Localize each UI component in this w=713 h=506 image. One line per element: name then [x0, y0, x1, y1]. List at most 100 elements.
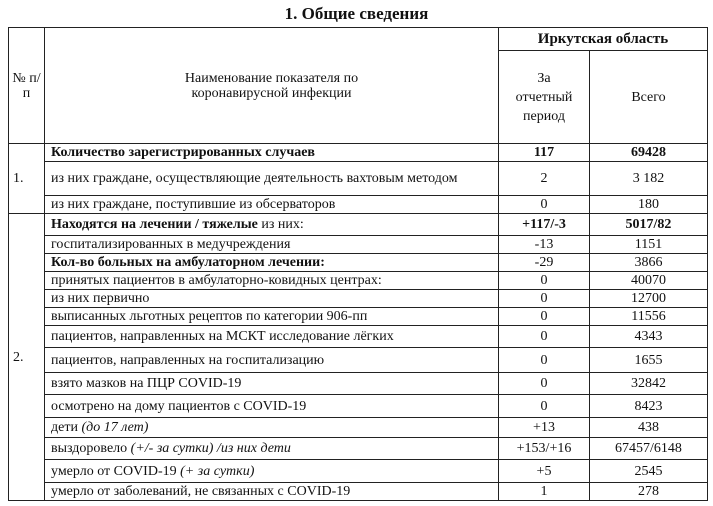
header-indicator-name-text: Наименование показателя по коронавирусно… [184, 70, 359, 101]
total-value: 3 182 [589, 161, 708, 196]
header-indicator-name: Наименование показателя по коронавирусно… [44, 27, 499, 144]
indicator-name-part: из них первично [51, 291, 150, 306]
indicator-name: выздоровело (+/- за сутки) /из них дети [44, 437, 499, 460]
header-period-text: За отчетный период [515, 70, 573, 124]
total-value: 1655 [589, 347, 708, 373]
indicator-name: пациентов, направленных на МСКТ исследов… [44, 325, 499, 348]
indicator-name-part: Кол-во больных на амбулаторном лечении: [51, 255, 325, 270]
indicator-name: Кол-во больных на амбулаторном лечении: [44, 253, 499, 272]
total-value: 4343 [589, 325, 708, 348]
table-body: 1. Количество зарегистрированных случаев 1… [8, 143, 708, 501]
indicator-name: из них граждане, поступившие из обсерват… [44, 195, 499, 214]
indicator-name-part: дети [51, 420, 82, 435]
table-row: пациентов, направленных на МСКТ исследов… [9, 325, 708, 348]
total-value: 67457/6148 [589, 437, 708, 460]
indicator-name-part: (+/- за сутки) /из них дети [130, 441, 291, 456]
indicator-name: взято мазков на ПЦР COVID-19 [44, 372, 499, 395]
total-value: 1151 [589, 235, 708, 254]
period-value: -29 [498, 253, 590, 272]
table-row: 1. Количество зарегистрированных случаев 1… [8, 143, 708, 214]
header-period: За отчетный период [498, 50, 590, 144]
table-row: из них граждане, поступившие из обсерват… [9, 195, 708, 214]
indicator-name: госпитализированных в медучреждения [44, 235, 499, 254]
total-value: 2545 [589, 459, 708, 483]
indicator-name-part: (до 17 лет) [81, 420, 149, 435]
total-value: 438 [589, 417, 708, 438]
period-value: 117 [498, 143, 590, 162]
indicator-name-part: пациентов, направленных на госпитализаци… [51, 352, 325, 368]
indicator-name: Находятся на лечении / тяжелые из них: [44, 213, 499, 236]
header-total: Всего [589, 50, 708, 144]
table-row: выписанных льготных рецептов по категори… [9, 307, 708, 326]
total-value: 5017/82 [589, 213, 708, 236]
indicator-name-part: выписанных льготных рецептов по категори… [51, 309, 368, 324]
table-row: дети (до 17 лет) +13 438 [9, 417, 708, 438]
total-value: 32842 [589, 372, 708, 395]
table-row: 2. Находятся на лечении / тяжелые из них:… [8, 213, 708, 501]
period-value: 0 [498, 325, 590, 348]
table-row: взято мазков на ПЦР COVID-19 0 32842 [9, 372, 708, 395]
indicator-name-part: из них граждане, осуществляющие деятельн… [51, 171, 458, 186]
indicator-name-part: госпитализированных в медучреждения [51, 237, 291, 252]
period-value: 0 [498, 195, 590, 214]
table-row: умерло от заболеваний, не связанных с CO… [9, 482, 708, 501]
indicator-name-part: умерло от COVID-19 [51, 463, 181, 479]
indicator-name: пациентов, направленных на госпитализаци… [44, 347, 499, 373]
total-value: 8423 [589, 394, 708, 418]
period-value: 1 [498, 482, 590, 501]
total-value: 278 [589, 482, 708, 501]
indicator-name-part: умерло от заболеваний, не связанных с CO… [51, 484, 351, 499]
total-value: 12700 [589, 289, 708, 308]
table-row: принятых пациентов в амбулаторно-ковидны… [9, 271, 708, 290]
header-region: Иркутская область [498, 27, 708, 51]
indicator-name: из них граждане, осуществляющие деятельн… [44, 161, 499, 196]
total-value: 11556 [589, 307, 708, 326]
table-row: умерло от COVID-19 (+ за сутки) +5 2545 [9, 459, 708, 483]
row-number: 1. [8, 143, 45, 214]
period-value: 2 [498, 161, 590, 196]
table-row: госпитализированных в медучреждения -13 11… [9, 235, 708, 254]
header-number: № п/п [8, 27, 45, 144]
period-value: -13 [498, 235, 590, 254]
period-value: 0 [498, 394, 590, 418]
indicator-name: умерло от COVID-19 (+ за сутки) [44, 459, 499, 483]
indicator-name-part: взято мазков на ПЦР COVID-19 [51, 376, 242, 391]
total-value: 3866 [589, 253, 708, 272]
indicator-name-part: выздоровело [51, 441, 131, 456]
table-row: пациентов, направленных на госпитализаци… [9, 347, 708, 373]
indicator-name-part: пациентов, направленных на МСКТ исследов… [51, 329, 394, 344]
section-title: 1. Общие сведения [284, 4, 429, 23]
period-value: 0 [498, 307, 590, 326]
period-value: +5 [498, 459, 590, 483]
table-row: из них первично 0 12700 [9, 289, 708, 308]
indicator-name: из них первично [44, 289, 499, 308]
indicator-name-part: Количество зарегистрированных случаев [51, 145, 315, 160]
period-value: 0 [498, 289, 590, 308]
total-value: 40070 [589, 271, 708, 290]
indicator-name: выписанных льготных рецептов по категори… [44, 307, 499, 326]
indicator-name-part: Находятся на лечении / тяжелые [51, 217, 258, 232]
period-value: +13 [498, 417, 590, 438]
period-value: +117/-3 [498, 213, 590, 236]
indicator-name-part: из них: [257, 217, 304, 232]
total-value: 69428 [589, 143, 708, 162]
table-row: осмотрено на дому пациентов с COVID-19 0 8… [9, 394, 708, 418]
indicator-name-part: из них граждане, поступившие из обсерват… [51, 197, 336, 212]
table-row: Кол-во больных на амбулаторном лечении: -… [9, 253, 708, 272]
indicator-name-part: принятых пациентов в амбулаторно-ковидны… [51, 273, 382, 288]
period-value: 0 [498, 372, 590, 395]
row-number: 2. [8, 213, 45, 501]
period-value: 0 [498, 271, 590, 290]
table-row: из них граждане, осуществляющие деятельн… [9, 161, 708, 196]
indicator-name: принятых пациентов в амбулаторно-ковидны… [44, 271, 499, 290]
indicator-name-part: осмотрено на дому пациентов с COVID-19 [51, 398, 307, 414]
period-value: +153/+16 [498, 437, 590, 460]
indicator-name: умерло от заболеваний, не связанных с CO… [44, 482, 499, 501]
indicator-name-part: (+ за сутки) [180, 463, 255, 479]
period-value: 0 [498, 347, 590, 373]
indicator-name: осмотрено на дому пациентов с COVID-19 [44, 394, 499, 418]
total-value: 180 [589, 195, 708, 214]
table-row: выздоровело (+/- за сутки) /из них дети +… [9, 437, 708, 460]
indicator-name: дети (до 17 лет) [44, 417, 499, 438]
indicator-name: Количество зарегистрированных случаев [44, 143, 499, 162]
